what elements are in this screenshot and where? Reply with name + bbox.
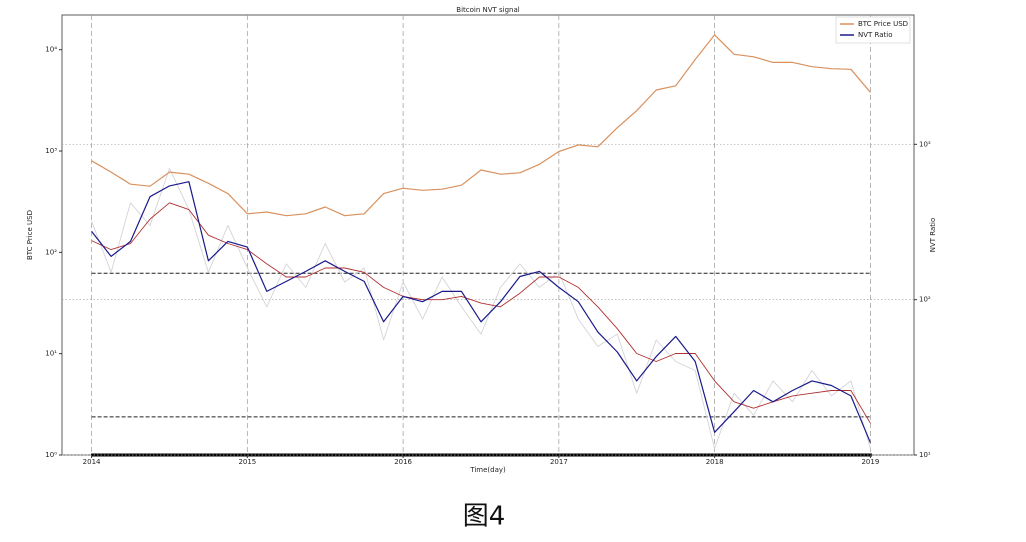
x-tick-label: 2014 (83, 458, 101, 466)
figure-caption: 图4 (463, 502, 506, 532)
y2-tick-label: 10¹ (919, 451, 931, 459)
y-tick-label: 10³ (45, 147, 57, 155)
x-axis-label: Time(day) (469, 466, 506, 474)
legend-label: NVT Ratio (858, 31, 893, 39)
y-tick-label: 10¹ (45, 350, 57, 358)
y-tick-label: 10⁰ (45, 451, 57, 459)
chart-title: Bitcoin NVT signal (456, 6, 520, 14)
y2-tick-label: 10² (919, 296, 931, 304)
x-tick-label: 2016 (394, 458, 412, 466)
x-tick-label: 2018 (706, 458, 724, 466)
series-line (91, 34, 871, 217)
y-axis-label: BTC Price USD (26, 210, 34, 260)
x-tick-label: 2019 (861, 458, 879, 466)
plot-frame (61, 14, 915, 456)
y2-axis-label: NVT Ratio (929, 218, 937, 253)
legend-box (835, 16, 911, 44)
legend-label: BTC Price USD (858, 20, 908, 28)
y-tick-label: 10⁴ (45, 46, 57, 54)
y-tick-label: 10² (45, 248, 57, 256)
y2-tick-label: 10³ (919, 140, 931, 148)
x-tick-label: 2017 (550, 458, 568, 466)
series-line (91, 181, 871, 443)
series-line (91, 167, 871, 450)
x-tick-label: 2015 (238, 458, 256, 466)
